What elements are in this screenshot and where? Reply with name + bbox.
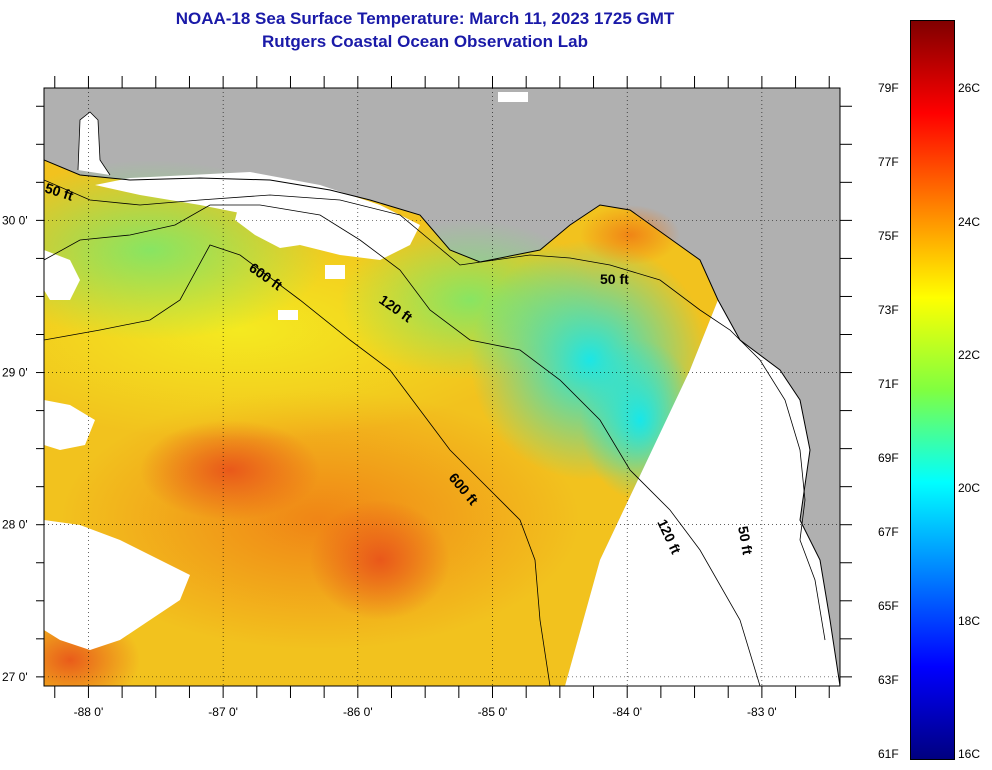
lon-tick-label: -84 0' xyxy=(612,705,642,719)
lat-tick-label: 28 0' xyxy=(2,518,28,532)
temperature-colorbar xyxy=(910,20,955,760)
colorbar-f-label: 63F xyxy=(878,673,899,687)
colorbar-f-label: 65F xyxy=(878,599,899,613)
depth-label: 50 ft xyxy=(735,525,756,556)
cloud-patch xyxy=(44,250,80,300)
map-frame xyxy=(43,87,841,687)
colorbar-c-label: 26C xyxy=(958,81,981,95)
warm-core xyxy=(140,420,320,520)
contour-120ft xyxy=(44,204,761,686)
colorbar-c-label: 16C xyxy=(958,747,981,761)
no-data-area xyxy=(565,300,840,686)
lon-tick-label: -86 0' xyxy=(343,705,373,719)
colorbar-c-label: 18C xyxy=(958,614,981,628)
cloud-patch xyxy=(235,200,300,248)
colorbar-c-label: 24C xyxy=(958,215,981,229)
colorbar-f-label: 75F xyxy=(878,229,899,243)
cloud-patch xyxy=(325,265,345,279)
contour-50ft xyxy=(44,179,826,641)
contour-600ft xyxy=(44,244,551,686)
colorbar-f-label: 69F xyxy=(878,451,899,465)
depth-label: 50 ft xyxy=(600,271,629,287)
colorbar-c-label: 20C xyxy=(958,481,981,495)
mobile-bay xyxy=(77,111,111,176)
lat-tick-label: 30 0' xyxy=(2,213,28,227)
lake xyxy=(498,92,528,102)
warm-bay xyxy=(580,205,680,265)
map-title: NOAA-18 Sea Surface Temperature: March 1… xyxy=(175,9,675,28)
lat-tick-label: 27 0' xyxy=(2,670,28,684)
colorbar-f-label: 67F xyxy=(878,525,899,539)
warm-core xyxy=(310,500,450,620)
cloud-patch xyxy=(44,400,95,450)
lat-tick-label: 29 0' xyxy=(2,366,28,380)
colorbar-f-label: 79F xyxy=(878,81,899,95)
map-subtitle: Rutgers Coastal Ocean Observation Lab xyxy=(262,32,588,51)
coastline xyxy=(44,159,840,686)
lon-tick-label: -83 0' xyxy=(747,705,777,719)
cloud-patch xyxy=(44,520,190,650)
colorbar-f-label: 71F xyxy=(878,377,899,391)
colorbar-f-label: 61F xyxy=(878,747,899,761)
lon-tick-label: -88 0' xyxy=(74,705,104,719)
colorbar-c-label: 22C xyxy=(958,348,981,362)
cloud-patch xyxy=(278,310,298,320)
lon-tick-label: -85 0' xyxy=(478,705,508,719)
lon-tick-label: -87 0' xyxy=(208,705,238,719)
colorbar-f-label: 73F xyxy=(878,303,899,317)
colorbar-f-label: 77F xyxy=(878,155,899,169)
